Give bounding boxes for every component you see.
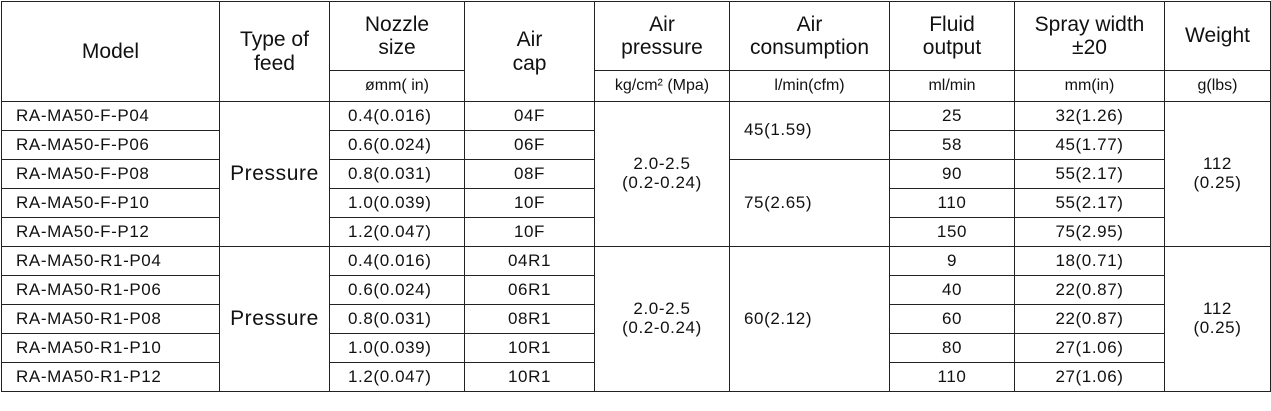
nozzle-cell: 0.4(0.016)	[329, 246, 465, 276]
spray-width-cell: 22(0.87)	[1014, 275, 1165, 305]
model-cell: RA-MA50-R1-P04	[1, 246, 220, 276]
column-header: Model	[1, 1, 220, 102]
data-row: RA-MA50-F-P06 0.6(0.024) 06F 58 45(1.77)	[1, 130, 1271, 160]
air-cap-cell: 04R1	[464, 246, 595, 276]
column-header: Air consumption	[729, 1, 890, 71]
column-header: Fluid output	[889, 1, 1015, 71]
weight-cell: 112 (0.25)	[1164, 246, 1271, 392]
model-cell: RA-MA50-R1-P08	[1, 304, 220, 334]
model-cell: RA-MA50-R1-P12	[1, 362, 220, 392]
spray-width-cell: 32(1.26)	[1014, 101, 1165, 131]
nozzle-cell: 1.0(0.039)	[329, 188, 465, 218]
nozzle-cell: 0.6(0.024)	[329, 275, 465, 305]
data-row: RA-MA50-F-P08 0.8(0.031) 08F 75(2.65) 90 55(2…	[1, 159, 1271, 247]
nozzle-cell: 0.8(0.031)	[329, 159, 465, 189]
air-cap-cell: 10R1	[464, 362, 595, 392]
model-cell: RA-MA50-F-P12	[1, 217, 220, 247]
fluid-output-cell: 80	[889, 333, 1015, 363]
data-row: RA-MA50-F-P10 1.0(0.039) 10F 110 55(2.17)	[1, 188, 1271, 218]
unit-label: l/min(cfm)	[729, 70, 890, 102]
column-header: Type of feed	[219, 1, 330, 102]
fluid-output-cell: 60	[889, 304, 1015, 334]
weight-cell: 112 (0.25)	[1164, 101, 1271, 247]
spray-width-cell: 45(1.77)	[1014, 130, 1165, 160]
nozzle-cell: 0.8(0.031)	[329, 304, 465, 334]
data-row: RA-MA50-F-P04 Pressure 0.4(0.016) 04F 2.0-2.…	[1, 101, 1271, 247]
table-header: Model Type of feed Nozzle size Air cap Air p…	[1, 1, 1271, 102]
column-header: Weight	[1164, 1, 1271, 71]
nozzle-cell: 1.2(0.047)	[329, 217, 465, 247]
column-header: Air pressure	[594, 1, 730, 71]
model-cell: RA-MA50-F-P06	[1, 130, 220, 160]
data-row: RA-MA50-R1-P12 1.2(0.047) 10R1 110 27(1.06)	[1, 362, 1271, 392]
spray-width-cell: 55(2.17)	[1014, 159, 1165, 189]
unit-label: kg/cm² (Mpa)	[594, 70, 730, 102]
model-cell: RA-MA50-F-P04	[1, 101, 220, 131]
air-cap-cell: 06R1	[464, 275, 595, 305]
data-row: RA-MA50-R1-P06 0.6(0.024) 06R1 40 22(0.87)	[1, 275, 1271, 305]
data-row: RA-MA50-R1-P04 Pressure 0.4(0.016) 04R1 2.0-…	[1, 246, 1271, 392]
air-cap-cell: 06F	[464, 130, 595, 160]
column-header: Nozzle size	[329, 1, 465, 71]
table-body: RA-MA50-F-P04 Pressure 0.4(0.016) 04F 2.0-2.…	[1, 101, 1271, 392]
column-header: Spray width ±20	[1014, 1, 1165, 71]
unit-label: ømm( in)	[329, 70, 465, 102]
fluid-output-cell: 58	[889, 130, 1015, 160]
air-cap-cell: 04F	[464, 101, 595, 131]
spray-width-cell: 22(0.87)	[1014, 304, 1165, 334]
spray-width-cell: 75(2.95)	[1014, 217, 1165, 247]
fluid-output-cell: 40	[889, 275, 1015, 305]
fluid-output-cell: 110	[889, 188, 1015, 218]
air-cap-cell: 10R1	[464, 333, 595, 363]
fluid-output-cell: 9	[889, 246, 1015, 276]
spray-width-cell: 27(1.06)	[1014, 362, 1165, 392]
unit-row: ømm( in) kg/cm² (Mpa) l/min(cfm) ml/min mm(i…	[2, 70, 1271, 102]
nozzle-cell: 0.6(0.024)	[329, 130, 465, 160]
fluid-output-cell: 110	[889, 362, 1015, 392]
nozzle-cell: 1.0(0.039)	[329, 333, 465, 363]
unit-label: g(lbs)	[1164, 70, 1271, 102]
model-cell: RA-MA50-F-P08	[1, 159, 220, 189]
air-cap-cell: 10F	[464, 217, 595, 247]
fluid-output-cell: 90	[889, 159, 1015, 189]
column-header: Air cap	[464, 1, 595, 102]
nozzle-cell: 1.2(0.047)	[329, 362, 465, 392]
air-consumption-cell: 45(1.59)	[729, 101, 890, 160]
air-cap-cell: 08F	[464, 159, 595, 189]
spray-width-cell: 55(2.17)	[1014, 188, 1165, 218]
spray-width-cell: 18(0.71)	[1014, 246, 1165, 276]
spray-width-cell: 27(1.06)	[1014, 333, 1165, 363]
air-cap-cell: 10F	[464, 188, 595, 218]
fluid-output-cell: 150	[889, 217, 1015, 247]
unit-label: ml/min	[889, 70, 1015, 102]
air-pressure-cell: 2.0-2.5 (0.2-0.24)	[594, 246, 730, 392]
fluid-output-cell: 25	[889, 101, 1015, 131]
air-consumption-cell: 60(2.12)	[729, 246, 890, 392]
data-row: RA-MA50-R1-P10 1.0(0.039) 10R1 80 27(1.06)	[1, 333, 1271, 363]
data-row: RA-MA50-R1-P08 0.8(0.031) 08R1 60 22(0.87)	[1, 304, 1271, 334]
nozzle-cell: 0.4(0.016)	[329, 101, 465, 131]
air-consumption-cell: 75(2.65)	[729, 159, 890, 247]
feed-cell: Pressure	[219, 101, 330, 247]
model-cell: RA-MA50-F-P10	[1, 188, 220, 218]
header-row: Model Type of feed Nozzle size Air cap Air p…	[1, 1, 1271, 102]
model-cell: RA-MA50-R1-P06	[1, 275, 220, 305]
model-cell: RA-MA50-R1-P10	[1, 333, 220, 363]
air-pressure-cell: 2.0-2.5 (0.2-0.24)	[594, 101, 730, 247]
feed-cell: Pressure	[219, 246, 330, 392]
spec-table: Model Type of feed Nozzle size Air cap Air p…	[1, 1, 1271, 392]
air-cap-cell: 08R1	[464, 304, 595, 334]
unit-label: mm(in)	[1014, 70, 1165, 102]
